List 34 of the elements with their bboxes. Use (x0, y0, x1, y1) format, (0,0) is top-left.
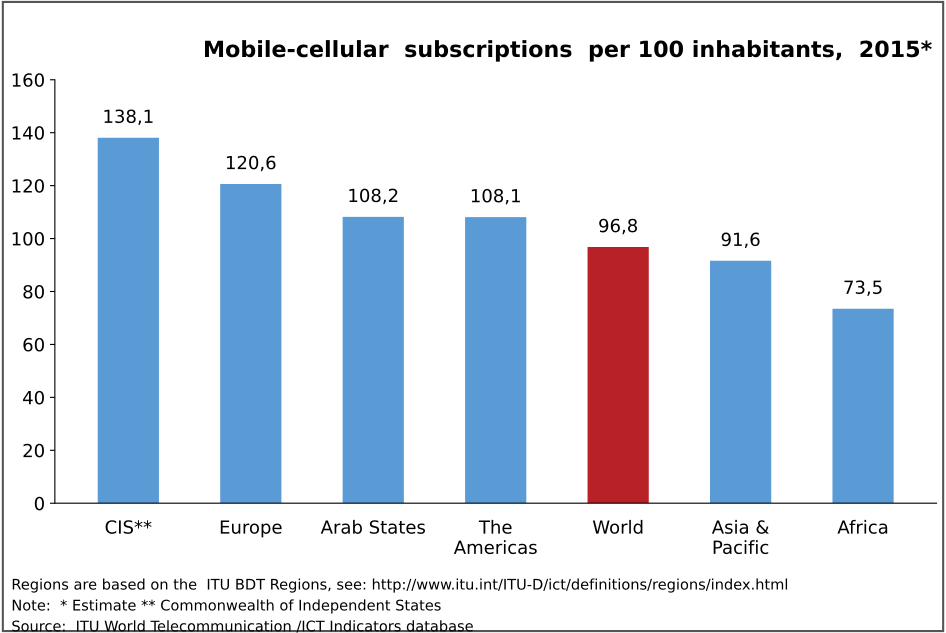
y-tick-label: 20 (23, 444, 44, 458)
chart-title: Mobile-cellular subscriptions per 100 inhabitants, 2015* (205, 40, 932, 62)
bar (342, 216, 404, 504)
y-tick-label: 40 (23, 390, 44, 404)
y-tick-label: 120 (12, 179, 44, 193)
text: Note: * Estimate ** Commonwealth of Independent States (12, 599, 441, 614)
data-label: 91,6 (722, 232, 760, 248)
data-label: 138,1 (104, 109, 153, 125)
data-label: 120,6 (226, 156, 276, 172)
y-tick-label: 0 (34, 496, 44, 510)
x-tick-label: Africa (837, 520, 888, 534)
y-tick-label: 60 (23, 338, 44, 352)
source-note: Source: ITU World Telecommunication /ICT Indicators database (12, 620, 473, 633)
bar (710, 260, 772, 504)
bar (465, 217, 526, 504)
data-label: 108,2 (349, 188, 398, 204)
x-tick-label: Arab States (320, 520, 425, 534)
y-tick-label: 140 (12, 126, 44, 140)
data-label: 96,8 (599, 218, 638, 234)
text: Regions are based on the ITU BDT Regions, see: http://www.itu.int/ITU-D/ict/definitions/regions/index.html (12, 578, 788, 593)
x-tick-label: Asia & Pacific (712, 520, 769, 554)
x-tick-label: CIS** (106, 520, 152, 534)
bar (588, 247, 649, 504)
x-tick-label: The Americas (454, 520, 537, 554)
data-label: 108,1 (472, 188, 520, 204)
bar (220, 184, 282, 504)
bar (98, 138, 159, 504)
x-tick-label: World (592, 520, 642, 534)
y-tick-label: 80 (23, 284, 44, 299)
y-tick-label: 160 (12, 73, 44, 87)
x-tick-label: Europe (220, 520, 282, 538)
y-tick-label: 100 (12, 232, 44, 246)
bar (832, 308, 894, 504)
data-label: 73,5 (844, 280, 882, 296)
